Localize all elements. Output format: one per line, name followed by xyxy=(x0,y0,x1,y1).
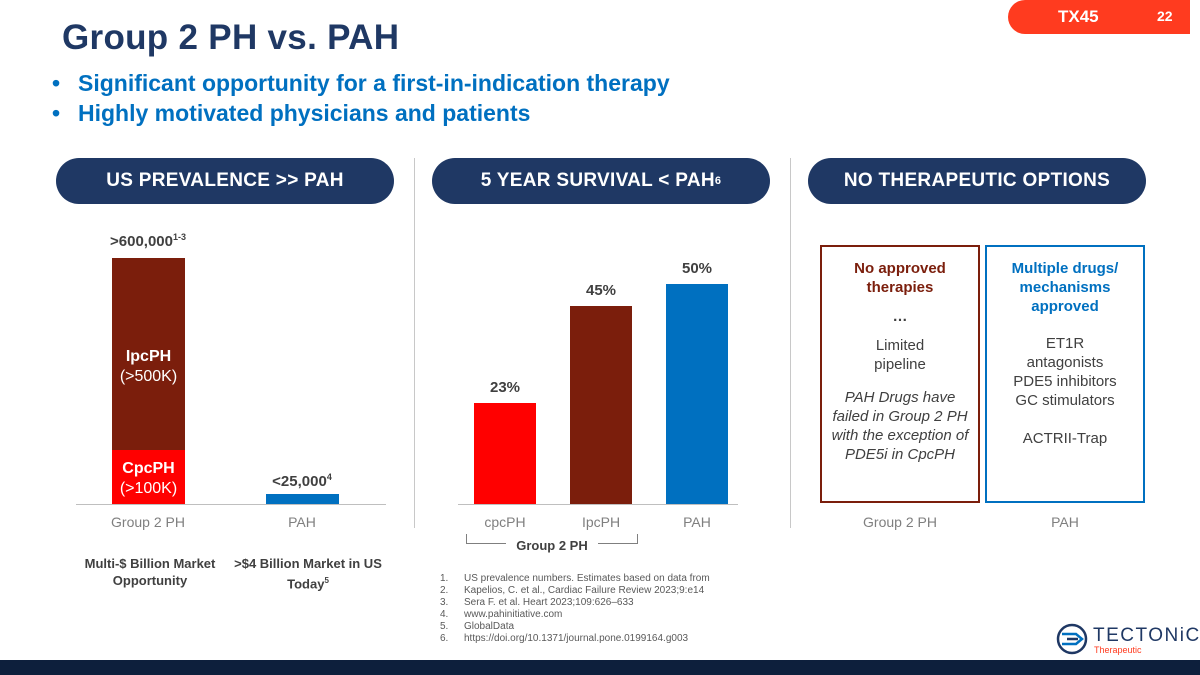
survival-value-label: 50% xyxy=(681,260,713,277)
survival-bar-cpcph xyxy=(474,402,536,504)
page-number: 22 xyxy=(1157,8,1173,24)
cat-options-left: Group 2 PH xyxy=(863,514,937,530)
bullet-item: • Highly motivated physicians and patient… xyxy=(52,100,531,126)
survival-category-label: cpcPH xyxy=(484,514,526,530)
cat-pah: PAH xyxy=(288,514,316,530)
logo-name: TECTONiC xyxy=(1093,625,1200,646)
reference-item: 3. Sera F. et al. Heart 2023;109:626–633 xyxy=(440,597,634,608)
box-left-head: No approved therapies xyxy=(854,260,946,296)
survival-category-label: PAH xyxy=(683,514,711,530)
bullet-list: • Significant opportunity for a first-in-… xyxy=(52,68,670,128)
survival-value-label: 45% xyxy=(585,282,617,299)
footer-bar xyxy=(0,660,1200,675)
pill-survival: 5 YEAR SURVIVAL < PAH 6 xyxy=(432,158,770,204)
box-multiple-drugs: Multiple drugs/ mechanisms approved ET1R… xyxy=(985,245,1145,503)
reference-item: 1. US prevalence numbers. Estimates based… xyxy=(440,573,710,584)
bullet-dot-icon: • xyxy=(52,100,61,126)
column-divider xyxy=(414,158,415,528)
box-no-approved: No approved therapies … Limited pipeline… xyxy=(820,245,980,503)
bar-ipcph xyxy=(112,258,185,450)
bar-cpcph xyxy=(112,450,185,504)
box-right-head: Multiple drugs/ mechanisms approved xyxy=(1011,260,1119,315)
survival-bar-ipcph xyxy=(570,306,632,504)
survival-bar-pah xyxy=(666,284,728,504)
group2-total-label: >600,0001-3 xyxy=(110,232,186,250)
page-title: Group 2 PH vs. PAH xyxy=(62,18,400,57)
survival-value-label: 23% xyxy=(489,378,521,396)
caption-pah: >$4 Billion Market in US Today5 xyxy=(234,556,382,592)
cat-group2: Group 2 PH xyxy=(111,514,185,530)
group-bracket-right xyxy=(598,534,638,544)
pah-prevalence-label: <25,0004 xyxy=(272,472,332,490)
caption-group2: Multi-$ Billion Market Opportunity xyxy=(84,556,216,588)
box-left-body: Limited pipeline xyxy=(874,337,926,373)
tectonic-logo-icon xyxy=(1056,623,1088,655)
reference-item: 6. https://doi.org/10.1371/journal.pone.0… xyxy=(440,633,689,644)
cat-options-right: PAH xyxy=(1051,514,1079,530)
pill-prevalence: US PREVALENCE >> PAH xyxy=(56,158,394,204)
bullet-dot-icon: • xyxy=(52,70,61,96)
group-label: Group 2 PH xyxy=(516,538,588,553)
reference-item: 2. Kapelios, C. et al., Cardiac Failure R… xyxy=(440,585,705,596)
survival-category-label: IpcPH xyxy=(581,514,621,530)
x-axis-prevalence xyxy=(76,504,386,505)
box-right-body1: ET1R antagonists xyxy=(1026,335,1104,371)
group-bracket-left xyxy=(466,534,506,544)
program-tag xyxy=(1008,0,1190,34)
column-divider xyxy=(790,158,791,528)
box-left-note: PAH Drugs have failed in Group 2 PH with… xyxy=(831,389,969,463)
logo-sub: Therapeutic xyxy=(1094,645,1142,655)
x-axis-survival xyxy=(458,504,738,505)
ipcph-label: IpcPH (>500K) xyxy=(119,348,178,385)
reference-item: 4. www.pahinitiative.com xyxy=(440,609,563,620)
box-right-body2: PDE5 inhibitors xyxy=(1013,373,1117,390)
ellipsis: … xyxy=(892,308,908,325)
cpcph-label: CpcPH (>100K) xyxy=(119,460,178,497)
references: 1. US prevalence numbers. Estimates based… xyxy=(440,573,710,645)
box-right-body4: ACTRII-Trap xyxy=(1022,430,1108,447)
bullet-item: • Significant opportunity for a first-in-… xyxy=(52,70,670,96)
pill-options: NO THERAPEUTIC OPTIONS xyxy=(808,158,1146,204)
reference-item: 5. GlobalData xyxy=(440,621,515,632)
program-tag-label: TX45 xyxy=(1058,7,1099,26)
box-right-body3: GC stimulators xyxy=(1015,392,1115,409)
bar-pah-prevalence xyxy=(266,494,339,504)
